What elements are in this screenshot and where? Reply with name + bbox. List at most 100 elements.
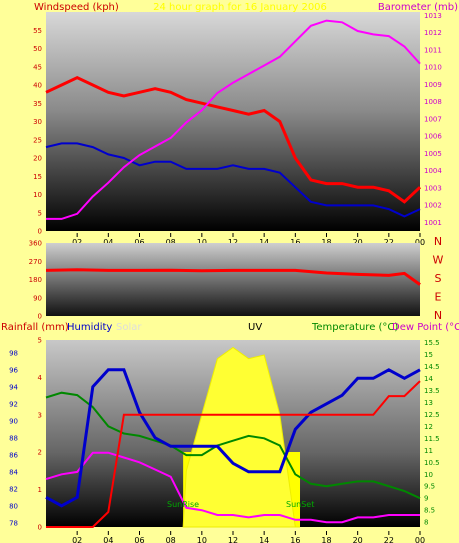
barometer-line bbox=[46, 19, 421, 220]
y-tick-label: 1009 bbox=[424, 81, 442, 89]
wind-direction-line bbox=[45, 268, 421, 286]
y-tick-label: 0 bbox=[38, 524, 42, 532]
y-tick-label: 1003 bbox=[424, 184, 442, 192]
y-tick-label: 82 bbox=[9, 485, 18, 493]
x-tick-label: 16 bbox=[290, 536, 300, 543]
panel3-x-tick-labels: 02 04 06 08 10 12 14 16 18 20 22 00 bbox=[72, 531, 425, 543]
x-tick-label: 20 bbox=[353, 238, 363, 247]
y-tick-label: 13 bbox=[424, 399, 433, 407]
y-tick-label: 2 bbox=[38, 449, 42, 457]
x-tick-label: 04 bbox=[103, 536, 113, 543]
compass-label: E bbox=[435, 291, 442, 304]
y-tick-label: 1005 bbox=[424, 150, 442, 158]
y-tick-label: 11.5 bbox=[424, 435, 440, 443]
x-tick-label: 18 bbox=[321, 238, 331, 247]
y-tick-label: 96 bbox=[9, 366, 18, 374]
y-tick-label: 86 bbox=[9, 451, 18, 459]
x-tick-label: 22 bbox=[384, 238, 394, 247]
x-tick-label: 10 bbox=[197, 238, 207, 247]
y-tick-label: 90 bbox=[33, 294, 42, 302]
x-tick-label: 14 bbox=[259, 238, 269, 247]
y-tick-label: 50 bbox=[33, 45, 42, 53]
y-tick-label: 1001 bbox=[424, 219, 442, 227]
x-tick-label: 12 bbox=[228, 238, 238, 247]
y-tick-label: 1013 bbox=[424, 12, 442, 20]
wind-direction-tick-labels: 0 90 180 270 360 bbox=[29, 240, 42, 321]
y-tick-label: 40 bbox=[33, 82, 42, 90]
panel2-plot-area bbox=[46, 243, 420, 316]
barometer-tick-labels: 1001 1002 1003 1004 1005 1006 1007 1008 1009 1010… bbox=[424, 12, 442, 227]
y-tick-label: 35 bbox=[33, 100, 42, 108]
x-tick-label: 20 bbox=[353, 536, 363, 543]
y-tick-label: 1007 bbox=[424, 115, 442, 123]
x-tick-label: 08 bbox=[166, 536, 176, 543]
y-tick-label: 92 bbox=[9, 400, 18, 408]
y-tick-label: 88 bbox=[9, 434, 18, 442]
humidity-line bbox=[45, 368, 421, 508]
y-tick-label: 360 bbox=[29, 240, 42, 248]
dewpoint-axis-title: Dew Point (°C) bbox=[392, 322, 459, 333]
windspeed-gust-line bbox=[45, 76, 422, 204]
rainfall-tick-labels: 0 1 2 3 4 5 bbox=[38, 337, 43, 532]
y-tick-label: 12.5 bbox=[424, 411, 440, 419]
x-tick-label: 22 bbox=[384, 536, 394, 543]
temperature-axis-title: Temperature (°C) bbox=[311, 322, 398, 333]
y-tick-label: 14.5 bbox=[424, 363, 440, 371]
y-tick-label: 20 bbox=[33, 155, 42, 163]
x-tick-label: 10 bbox=[197, 536, 207, 543]
x-tick-label: 06 bbox=[134, 238, 144, 247]
x-tick-label: 00 bbox=[415, 238, 425, 247]
x-tick-label: 04 bbox=[103, 238, 113, 247]
panel3-series bbox=[45, 368, 421, 528]
humidity-axis-title: Humidity bbox=[67, 322, 112, 333]
solar-axis-title: Solar bbox=[116, 322, 142, 333]
dewpoint-line bbox=[45, 451, 420, 524]
panel1-plot-area bbox=[46, 12, 420, 231]
y-tick-label: 1010 bbox=[424, 64, 442, 72]
y-tick-label: 80 bbox=[9, 502, 18, 510]
panel1-x-tick-labels: 02 04 06 08 10 12 14 16 18 20 22 00 bbox=[72, 233, 425, 247]
sunrise-label: SunRise bbox=[167, 500, 199, 509]
y-tick-label: 8 bbox=[424, 519, 428, 527]
humidity-tick-labels: 78 80 82 84 86 88 90 92 94 96 98 bbox=[9, 349, 18, 527]
sunset-label: SunSet bbox=[286, 500, 314, 509]
compass-label: W bbox=[433, 254, 444, 267]
y-tick-label: 0 bbox=[38, 313, 42, 321]
y-tick-label: 55 bbox=[33, 27, 42, 35]
temperature-tick-labels: 8 8.5 9 9.5 10 10.5 11 11.5 12 12.5 13 13.5 14 14.5 15… bbox=[424, 339, 440, 527]
y-tick-label: 12 bbox=[424, 423, 433, 431]
y-tick-label: 25 bbox=[33, 136, 42, 144]
y-tick-label: 1011 bbox=[424, 46, 442, 54]
y-tick-label: 4 bbox=[38, 374, 43, 382]
y-tick-label: 30 bbox=[33, 118, 42, 126]
y-tick-label: 1002 bbox=[424, 202, 442, 210]
x-tick-label: 02 bbox=[72, 536, 82, 543]
temperature-line bbox=[45, 391, 421, 500]
windspeed-average-line bbox=[45, 142, 421, 218]
compass-label: N bbox=[434, 235, 442, 248]
compass-label: N bbox=[434, 309, 442, 322]
y-tick-label: 15.5 bbox=[424, 339, 440, 347]
rainfall-axis-title: Rainfall (mm) bbox=[1, 322, 69, 333]
uv-axis-title: UV bbox=[248, 322, 262, 333]
windspeed-tick-labels: 0 5 10 15 20 25 30 35 40 45 50 55 bbox=[33, 27, 42, 236]
y-tick-label: 9.5 bbox=[424, 483, 435, 491]
compass-label: S bbox=[435, 272, 442, 285]
x-tick-label: 14 bbox=[259, 536, 269, 543]
y-tick-label: 84 bbox=[9, 468, 18, 476]
y-tick-label: 15 bbox=[33, 173, 42, 181]
y-tick-label: 8.5 bbox=[424, 507, 435, 515]
y-tick-label: 1 bbox=[38, 486, 42, 494]
rainfall-line bbox=[46, 380, 421, 528]
y-tick-label: 5 bbox=[38, 209, 42, 217]
y-tick-label: 1006 bbox=[424, 133, 442, 141]
x-tick-label: 08 bbox=[166, 238, 176, 247]
y-tick-label: 1008 bbox=[424, 98, 442, 106]
y-tick-label: 45 bbox=[33, 63, 42, 71]
y-tick-label: 1012 bbox=[424, 29, 442, 37]
y-tick-label: 3 bbox=[38, 411, 42, 419]
y-tick-label: 9 bbox=[424, 495, 428, 503]
y-tick-label: 270 bbox=[29, 258, 42, 266]
